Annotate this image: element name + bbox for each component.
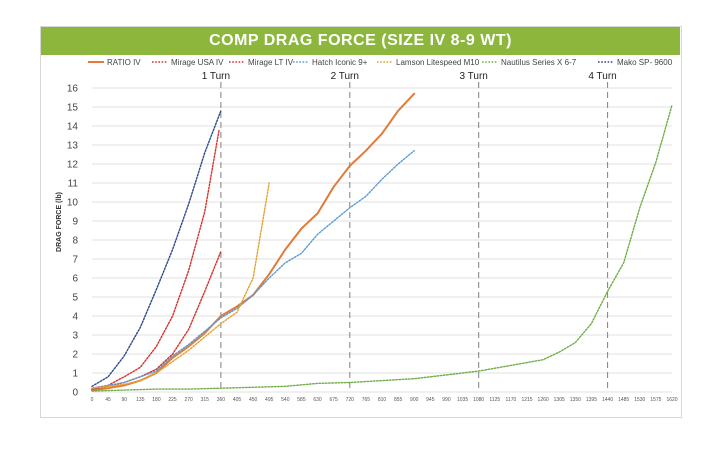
legend: RATIO IV Mirage USA IV Mirage LT IV Hatch I…: [88, 58, 673, 67]
x-tick-label: 1440: [602, 397, 613, 403]
x-tick-label: 585: [297, 397, 306, 403]
x-tick-label: 135: [136, 397, 145, 403]
y-tick-label: 0: [72, 388, 78, 399]
y-tick-label: 9: [72, 217, 78, 228]
x-tick-label: 1485: [618, 397, 629, 403]
x-tick-label: 1260: [538, 397, 549, 403]
chart-title: COMP DRAG FORCE (SIZE IV 8-9 WT): [41, 27, 680, 55]
x-tick-label: 1620: [666, 397, 677, 403]
y-tick-label: 16: [67, 84, 79, 95]
x-tick-label: 1530: [634, 397, 645, 403]
legend-label: Hatch Iconic 9+: [312, 58, 368, 67]
x-tick-label: 1125: [489, 397, 500, 403]
x-tick-label: 990: [442, 397, 451, 403]
y-tick-label: 13: [67, 141, 79, 152]
legend-label: Lamson Litespeed M10: [396, 58, 480, 67]
x-tick-label: 675: [329, 397, 338, 403]
y-tick-label: 7: [72, 255, 78, 266]
turn-marker-label: 2 Turn: [331, 71, 359, 82]
y-tick-label: 14: [67, 122, 79, 133]
series-line-lamson-litespeed-m10: [91, 182, 270, 389]
x-tick-label: 270: [184, 397, 193, 403]
series-line-mirage-lt-iv: [91, 250, 222, 390]
x-tick-label: 720: [346, 397, 355, 403]
x-tick-label: 945: [426, 397, 435, 403]
x-tick-label: 1080: [473, 397, 484, 403]
y-axis-label: DRAG FORCE (lb): [56, 192, 63, 252]
series-line-hatch-iconic-9-: [91, 149, 415, 389]
x-tick-label: 0: [91, 397, 94, 403]
legend-label: Mako SP- 9600: [617, 58, 673, 67]
x-tick-label: 1035: [457, 397, 468, 403]
x-tick-label: 180: [152, 397, 161, 403]
y-tick-label: 3: [72, 331, 78, 342]
y-tick-label: 12: [67, 160, 79, 171]
legend-label: Nautilus Series X 6-7: [501, 58, 577, 67]
y-tick-label: 11: [68, 179, 79, 190]
x-tick-label: 630: [313, 397, 322, 403]
series-line-ratio-iv: [91, 92, 416, 392]
x-tick-label: 495: [265, 397, 274, 403]
x-tick-label: 405: [233, 397, 242, 403]
x-axis-ticks: 0 45 90 135 180 225 270 315 360 405 450 495 540 585 63…: [91, 397, 678, 403]
x-tick-label: 810: [378, 397, 387, 403]
x-tick-label: 1395: [586, 397, 597, 403]
x-tick-label: 1215: [521, 397, 532, 403]
y-tick-label: 2: [72, 350, 78, 361]
y-tick-label: 4: [72, 312, 78, 323]
series-line-nautilus-series-x-6-7: [91, 104, 673, 392]
y-tick-label: 15: [67, 103, 79, 114]
y-tick-label: 6: [72, 274, 78, 285]
x-tick-label: 1350: [570, 397, 581, 403]
x-tick-label: 855: [394, 397, 403, 403]
x-tick-label: 1575: [650, 397, 661, 403]
series-line-mirage-usa-iv: [91, 129, 220, 389]
x-tick-label: 1305: [554, 397, 565, 403]
x-tick-label: 225: [168, 397, 177, 403]
x-tick-label: 45: [105, 397, 111, 403]
series-lines: [91, 92, 673, 392]
x-tick-label: 450: [249, 397, 258, 403]
legend-label: RATIO IV: [107, 58, 141, 67]
series-line-mako-sp-9600: [91, 110, 222, 387]
grid: [92, 87, 672, 393]
x-tick-label: 900: [410, 397, 419, 403]
turn-markers: 1 Turn 2 Turn 3 Turn 4 Turn: [202, 71, 617, 392]
turn-marker-label: 3 Turn: [459, 71, 487, 82]
x-tick-label: 540: [281, 397, 290, 403]
legend-label: Mirage USA IV: [171, 58, 224, 67]
turn-marker-label: 4 Turn: [588, 71, 616, 82]
y-tick-label: 1: [72, 369, 78, 380]
x-tick-label: 315: [201, 397, 210, 403]
y-tick-label: 10: [67, 198, 79, 209]
x-tick-label: 1170: [506, 397, 517, 403]
x-tick-label: 90: [121, 397, 127, 403]
y-tick-label: 5: [72, 293, 78, 304]
y-tick-label: 8: [72, 236, 78, 247]
turn-marker-label: 1 Turn: [202, 71, 230, 82]
chart-frame: [40, 26, 682, 418]
x-tick-label: 360: [217, 397, 226, 403]
x-tick-label: 765: [362, 397, 371, 403]
legend-label: Mirage LT IV: [248, 58, 294, 67]
